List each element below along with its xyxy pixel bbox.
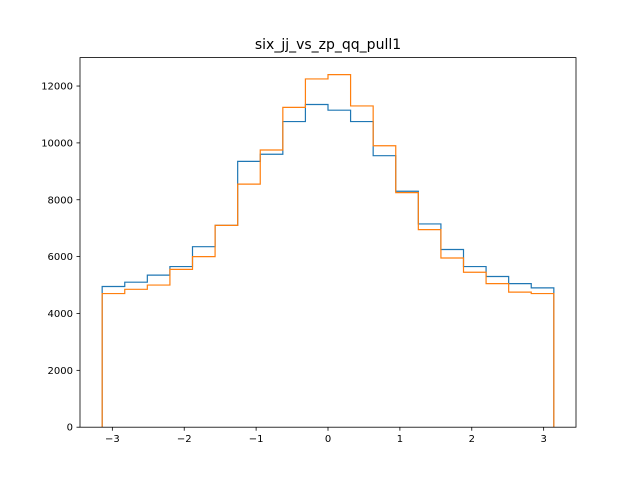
y-tick-label: 10000 — [41, 138, 73, 149]
y-tick-label: 2000 — [48, 366, 73, 377]
x-tick-label: 2 — [469, 434, 475, 445]
y-tick-label: 0 — [67, 423, 73, 434]
x-tick-label: −3 — [105, 434, 120, 445]
x-tick-label: −1 — [249, 434, 264, 445]
y-tick-label: 8000 — [48, 195, 73, 206]
y-axis: 0 2000 4000 6000 8000 10000 12000 — [41, 82, 80, 434]
chart-title: six_jj_vs_zp_qq_pull1 — [255, 37, 401, 53]
histogram-series-1 — [101, 103, 555, 428]
y-tick-label: 12000 — [41, 82, 73, 93]
y-tick-label: 6000 — [48, 252, 73, 263]
x-axis: −3 −2 −1 0 1 2 3 — [105, 427, 547, 445]
plot-area — [80, 57, 576, 428]
x-tick-label: −2 — [177, 434, 192, 445]
histogram-series-2 — [101, 74, 555, 428]
y-tick-label: 4000 — [48, 309, 73, 320]
x-tick-label: 3 — [540, 434, 546, 445]
series-layer — [101, 74, 555, 428]
x-tick-label: 0 — [325, 434, 331, 445]
x-tick-label: 1 — [397, 434, 403, 445]
